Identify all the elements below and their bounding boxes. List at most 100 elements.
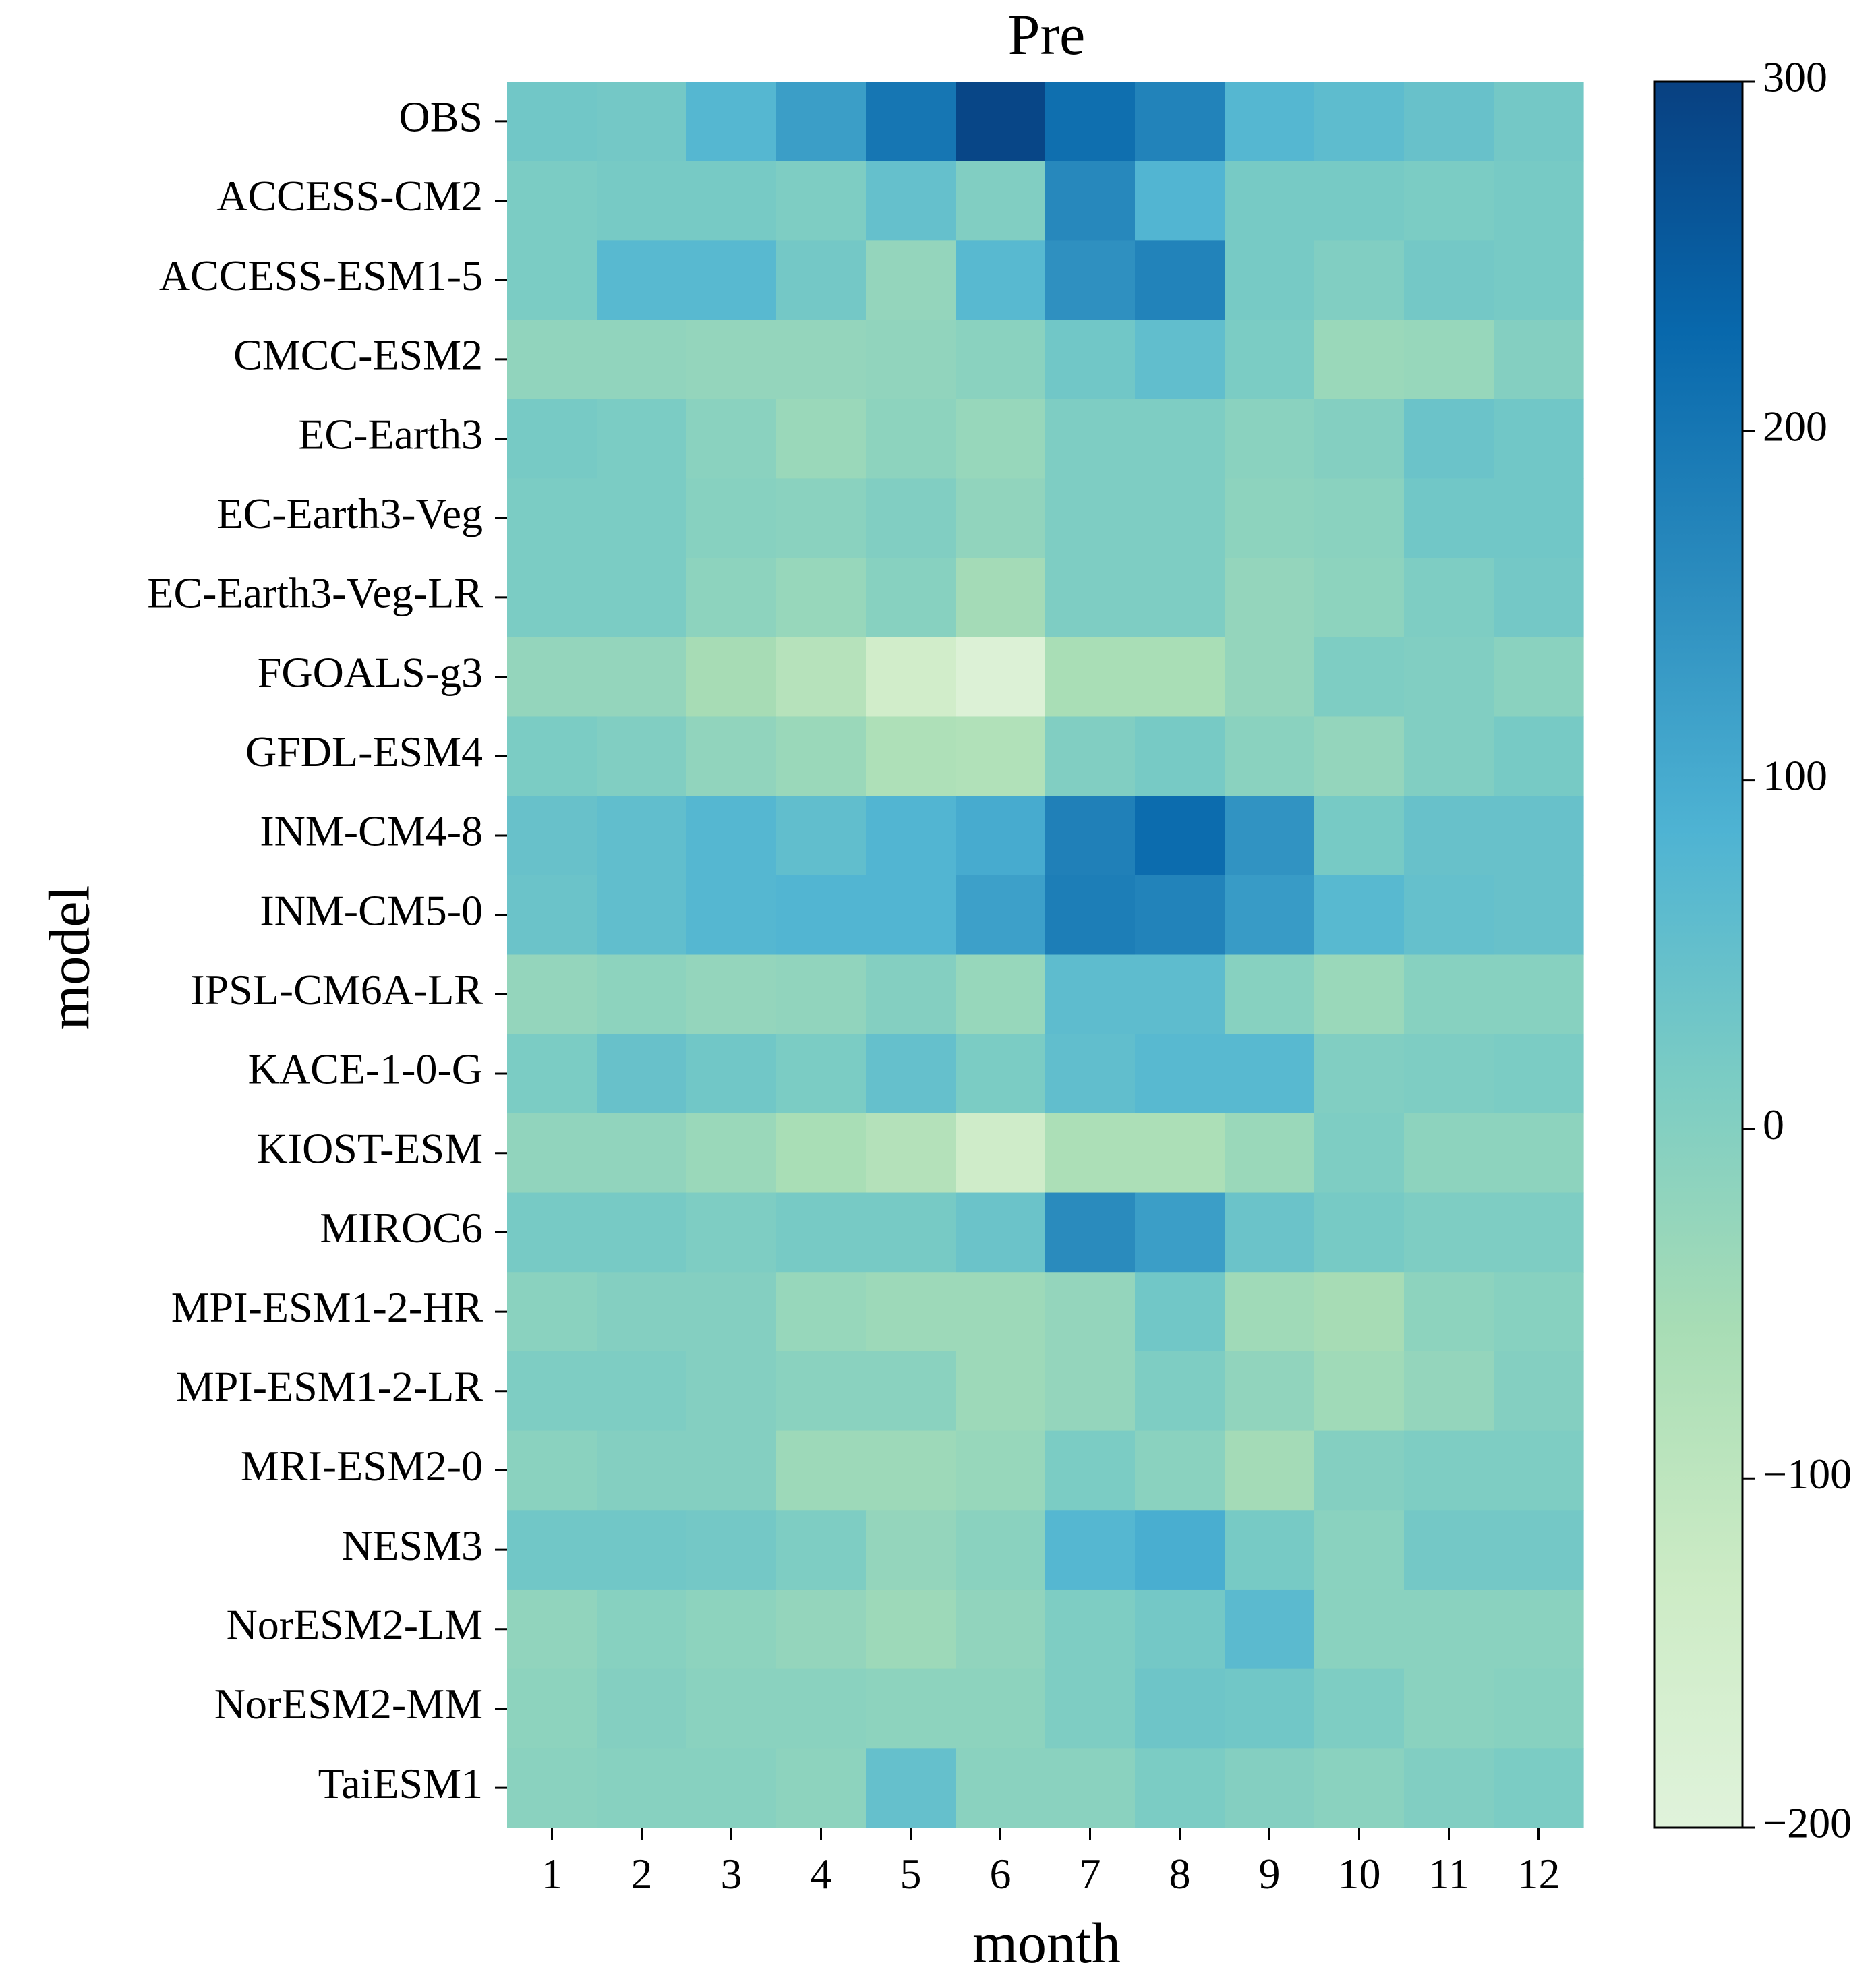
heatmap-cell (1404, 1748, 1494, 1828)
heatmap-cell (1314, 1351, 1405, 1432)
x-tick-label: 11 (1428, 1850, 1470, 1898)
heatmap-cell (1135, 875, 1225, 956)
heatmap-cell (1225, 637, 1315, 718)
y-tick-label: NorESM2-LM (227, 1600, 483, 1648)
heatmap-cell (1045, 1430, 1136, 1511)
heatmap-cell (1404, 796, 1494, 876)
heatmap-cell (1045, 399, 1136, 479)
heatmap-cell (1314, 716, 1405, 796)
heatmap-cell (1494, 161, 1584, 241)
heatmap-cell (956, 399, 1046, 479)
heatmap-cell (1404, 1589, 1494, 1670)
heatmap-cell (1404, 161, 1494, 241)
heatmap-cell (1494, 320, 1584, 400)
heatmap-cell (1135, 161, 1225, 241)
heatmap-cell (1314, 161, 1405, 241)
heatmap-cell (597, 82, 687, 162)
heatmap-cell (597, 637, 687, 718)
heatmap-cell (1314, 1748, 1405, 1828)
heatmap-cell (507, 478, 597, 558)
colorbar-tick-label: 300 (1763, 53, 1827, 101)
heatmap-cell (1225, 82, 1315, 162)
heatmap-cell (597, 1351, 687, 1432)
y-tick-label: MPI-ESM1-2-LR (176, 1362, 483, 1410)
heatmap-cell (1314, 1430, 1405, 1511)
heatmap-cell (1494, 1034, 1584, 1114)
heatmap-cell (1135, 1510, 1225, 1590)
heatmap-cell (1135, 1668, 1225, 1749)
heatmap-cell (866, 1668, 956, 1749)
heatmap-cell (1404, 954, 1494, 1034)
heatmap-cell (1225, 399, 1315, 479)
heatmap-cell (1494, 1668, 1584, 1749)
x-tick-label: 6 (990, 1850, 1012, 1898)
heatmap-cell (1314, 1668, 1405, 1749)
heatmap-cell (866, 716, 956, 796)
heatmap-cell (597, 558, 687, 638)
heatmap-cell (956, 1272, 1046, 1352)
heatmap-cell (1135, 478, 1225, 558)
heatmap-cell (1045, 82, 1136, 162)
heatmap-cell (597, 716, 687, 796)
y-tick-label: OBS (399, 93, 483, 141)
x-tick-label: 3 (721, 1850, 742, 1898)
heatmap-cell (1045, 161, 1136, 241)
heatmap-cell (866, 875, 956, 956)
x-tick-label: 8 (1169, 1850, 1191, 1898)
x-tick-label: 1 (541, 1850, 563, 1898)
heatmap-cell (956, 320, 1046, 400)
y-tick-label: INM-CM5-0 (260, 886, 483, 934)
heatmap-cell (686, 637, 777, 718)
heatmap-cell (1045, 478, 1136, 558)
heatmap-cell (686, 320, 777, 400)
heatmap-cell (597, 875, 687, 956)
heatmap-cell (1045, 875, 1136, 956)
heatmap-cell (1314, 1272, 1405, 1352)
heatmap-cell (1135, 796, 1225, 876)
y-tick-label: NorESM2-MM (214, 1680, 483, 1728)
y-tick-label: NESM3 (341, 1521, 483, 1569)
heatmap-cell (866, 1748, 956, 1828)
heatmap-cell (686, 1668, 777, 1749)
heatmap-cell (956, 637, 1046, 718)
y-tick-label: TaiESM1 (318, 1759, 483, 1807)
y-tick-label: EC-Earth3 (298, 410, 483, 458)
heatmap-cell (1045, 558, 1136, 638)
heatmap-cell (1404, 637, 1494, 718)
heatmap-cells (507, 82, 1584, 1828)
y-tick-label: MPI-ESM1-2-HR (171, 1283, 483, 1331)
heatmap-cell (597, 1748, 687, 1828)
heatmap-cell (956, 796, 1046, 876)
heatmap-cell (1404, 1272, 1494, 1352)
heatmap-cell (1135, 1589, 1225, 1670)
heatmap-cell (507, 796, 597, 876)
heatmap-cell (956, 1351, 1046, 1432)
heatmap-cell (866, 1192, 956, 1273)
heatmap-cell (776, 1748, 867, 1828)
heatmap-cell (956, 1034, 1046, 1114)
heatmap-cell (866, 240, 956, 320)
y-tick-label: EC-Earth3-Veg (216, 490, 483, 537)
heatmap-cell (1314, 558, 1405, 638)
heatmap-cell (1494, 1113, 1584, 1194)
heatmap-cell (776, 82, 867, 162)
heatmap-cell (1135, 1748, 1225, 1828)
heatmap-cell (776, 716, 867, 796)
y-tick-label: ACCESS-CM2 (216, 172, 483, 220)
heatmap-cell (866, 637, 956, 718)
heatmap-cell (597, 1510, 687, 1590)
heatmap-cell (686, 875, 777, 956)
chart-title: Pre (1008, 2, 1086, 67)
colorbar: 300 200 100 0 −100 −200 (1653, 53, 1852, 1847)
heatmap-cell (866, 320, 956, 400)
heatmap-cell (1314, 1510, 1405, 1590)
heatmap-cell (1404, 875, 1494, 956)
heatmap-cell (1225, 1589, 1315, 1670)
heatmap-cell (776, 1351, 867, 1432)
x-tick-label: 12 (1517, 1850, 1560, 1898)
heatmap-cell (686, 558, 777, 638)
heatmap-cell (1045, 1351, 1136, 1432)
heatmap-cell (1225, 1192, 1315, 1273)
heatmap-cell (686, 399, 777, 479)
heatmap-cell (956, 1113, 1046, 1194)
